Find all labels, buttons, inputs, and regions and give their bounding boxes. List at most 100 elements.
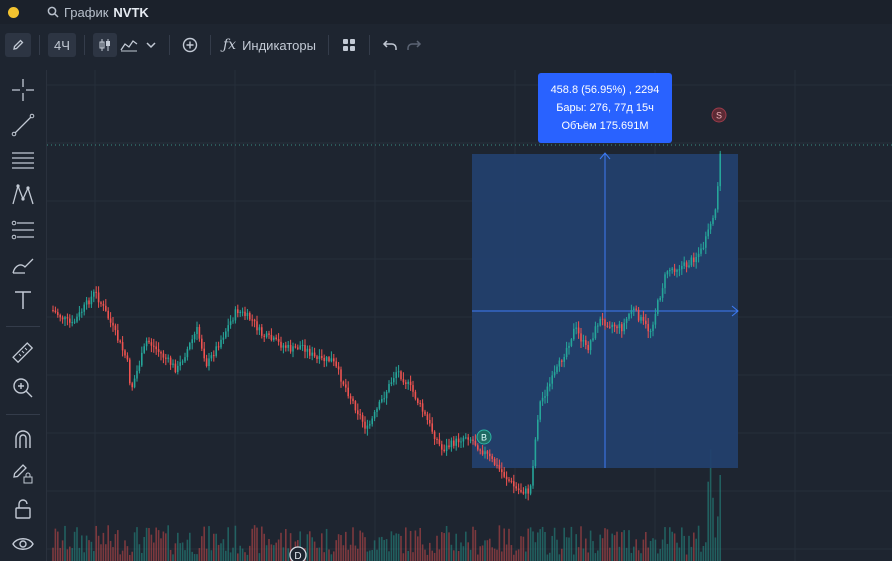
brush-icon (12, 258, 34, 274)
volume-bar (169, 549, 172, 561)
redo-button[interactable] (402, 33, 426, 57)
volume-bar (609, 547, 611, 561)
candle-body (220, 339, 222, 348)
draw-mode-button[interactable] (5, 33, 31, 57)
trend-line-tool[interactable] (9, 111, 37, 139)
candle-body (702, 247, 705, 249)
lock-drawings-tool[interactable] (9, 460, 37, 488)
chart-type-button[interactable] (117, 33, 141, 57)
volume-bar (393, 535, 395, 561)
volume-bar (66, 549, 69, 561)
price-chart[interactable]: B S D (47, 70, 892, 561)
volume-bar (621, 532, 623, 561)
zoom-tool[interactable] (9, 374, 37, 402)
volume-bar (558, 554, 561, 561)
volume-bar (222, 539, 225, 561)
volume-bar (642, 539, 645, 561)
brush-tool[interactable] (9, 251, 37, 279)
measure-bars: Бары: 276, 77д 15ч (556, 102, 654, 114)
candle-body (162, 353, 165, 358)
text-tool[interactable] (9, 286, 37, 314)
buy-marker[interactable]: B (476, 429, 492, 445)
volume-bar (637, 550, 640, 561)
volume-bar (157, 530, 160, 561)
candle-body (193, 334, 196, 340)
candle-body (364, 421, 366, 429)
volume-bar (85, 535, 88, 561)
candle-body (654, 313, 657, 325)
volume-bar (496, 549, 498, 561)
symbol-search[interactable]: График NVTK (47, 5, 149, 20)
candle-body (342, 381, 345, 385)
candle-body (649, 331, 652, 333)
candle-body (172, 363, 174, 365)
drawing-toolbar (0, 70, 47, 561)
magnet-tool[interactable] (9, 425, 37, 453)
candle-body (81, 311, 83, 313)
volume-bar (196, 554, 198, 561)
candle-body (501, 469, 503, 473)
timeframe-button[interactable]: 4Ч (48, 33, 76, 57)
candle-body (184, 357, 186, 362)
volume-bar (78, 547, 81, 561)
candle-body (570, 339, 573, 346)
candle-body (88, 300, 90, 305)
pattern-tool[interactable] (9, 181, 37, 209)
zoom-icon (13, 378, 33, 398)
volume-bar (529, 527, 532, 561)
volume-bar (702, 545, 705, 561)
candle-body (640, 316, 642, 321)
gann-tool[interactable] (9, 216, 37, 244)
lock-all-tool[interactable] (9, 495, 37, 523)
volume-bar (328, 549, 330, 561)
undo-button[interactable] (378, 33, 402, 57)
candle-body (712, 217, 714, 224)
candle-body (126, 355, 129, 360)
candle-body (714, 209, 717, 218)
candle-body (261, 327, 263, 336)
ruler-tool[interactable] (9, 339, 37, 367)
candle-body (637, 309, 640, 321)
candle-body (474, 440, 477, 446)
volume-bar (251, 528, 253, 561)
candle-body (450, 440, 453, 448)
candle-body (407, 381, 409, 385)
candle-body (61, 317, 64, 320)
volume-bar (277, 539, 280, 561)
compare-button[interactable] (178, 33, 202, 57)
candle-body (321, 356, 323, 358)
fib-tool[interactable] (9, 146, 37, 174)
layout-button[interactable] (337, 33, 361, 57)
volume-bar (606, 529, 609, 561)
volume-bars (52, 449, 721, 561)
candle-body (208, 358, 210, 367)
sell-marker[interactable]: S (711, 107, 727, 123)
candle-body (673, 268, 676, 272)
volume-bar (64, 525, 66, 561)
candle-body (376, 408, 378, 412)
dividend-marker[interactable]: D (289, 546, 307, 561)
crosshair-tool[interactable] (9, 76, 37, 104)
volume-bar (359, 530, 361, 561)
hide-tool[interactable] (9, 530, 37, 558)
volume-bar (457, 550, 460, 561)
candle-body (719, 153, 721, 187)
indicators-button[interactable]: ƒx Индикаторы (219, 33, 320, 57)
volume-bar (385, 539, 388, 561)
candle-body (268, 333, 270, 335)
chart-type-dropdown[interactable] (141, 33, 161, 57)
candles-button[interactable] (93, 33, 117, 57)
candle-body (515, 486, 517, 489)
volume-bar (479, 546, 481, 561)
candle-body (227, 325, 229, 332)
candle-body (287, 344, 289, 348)
volume-bar (193, 554, 196, 561)
volume-bar (371, 550, 373, 561)
candle-body (102, 303, 105, 306)
candle-body (544, 396, 546, 398)
layout-icon (342, 39, 355, 51)
volume-bar (97, 535, 100, 561)
volume-bar (100, 544, 102, 561)
volume-bar (505, 544, 508, 561)
candle-body (426, 414, 429, 420)
